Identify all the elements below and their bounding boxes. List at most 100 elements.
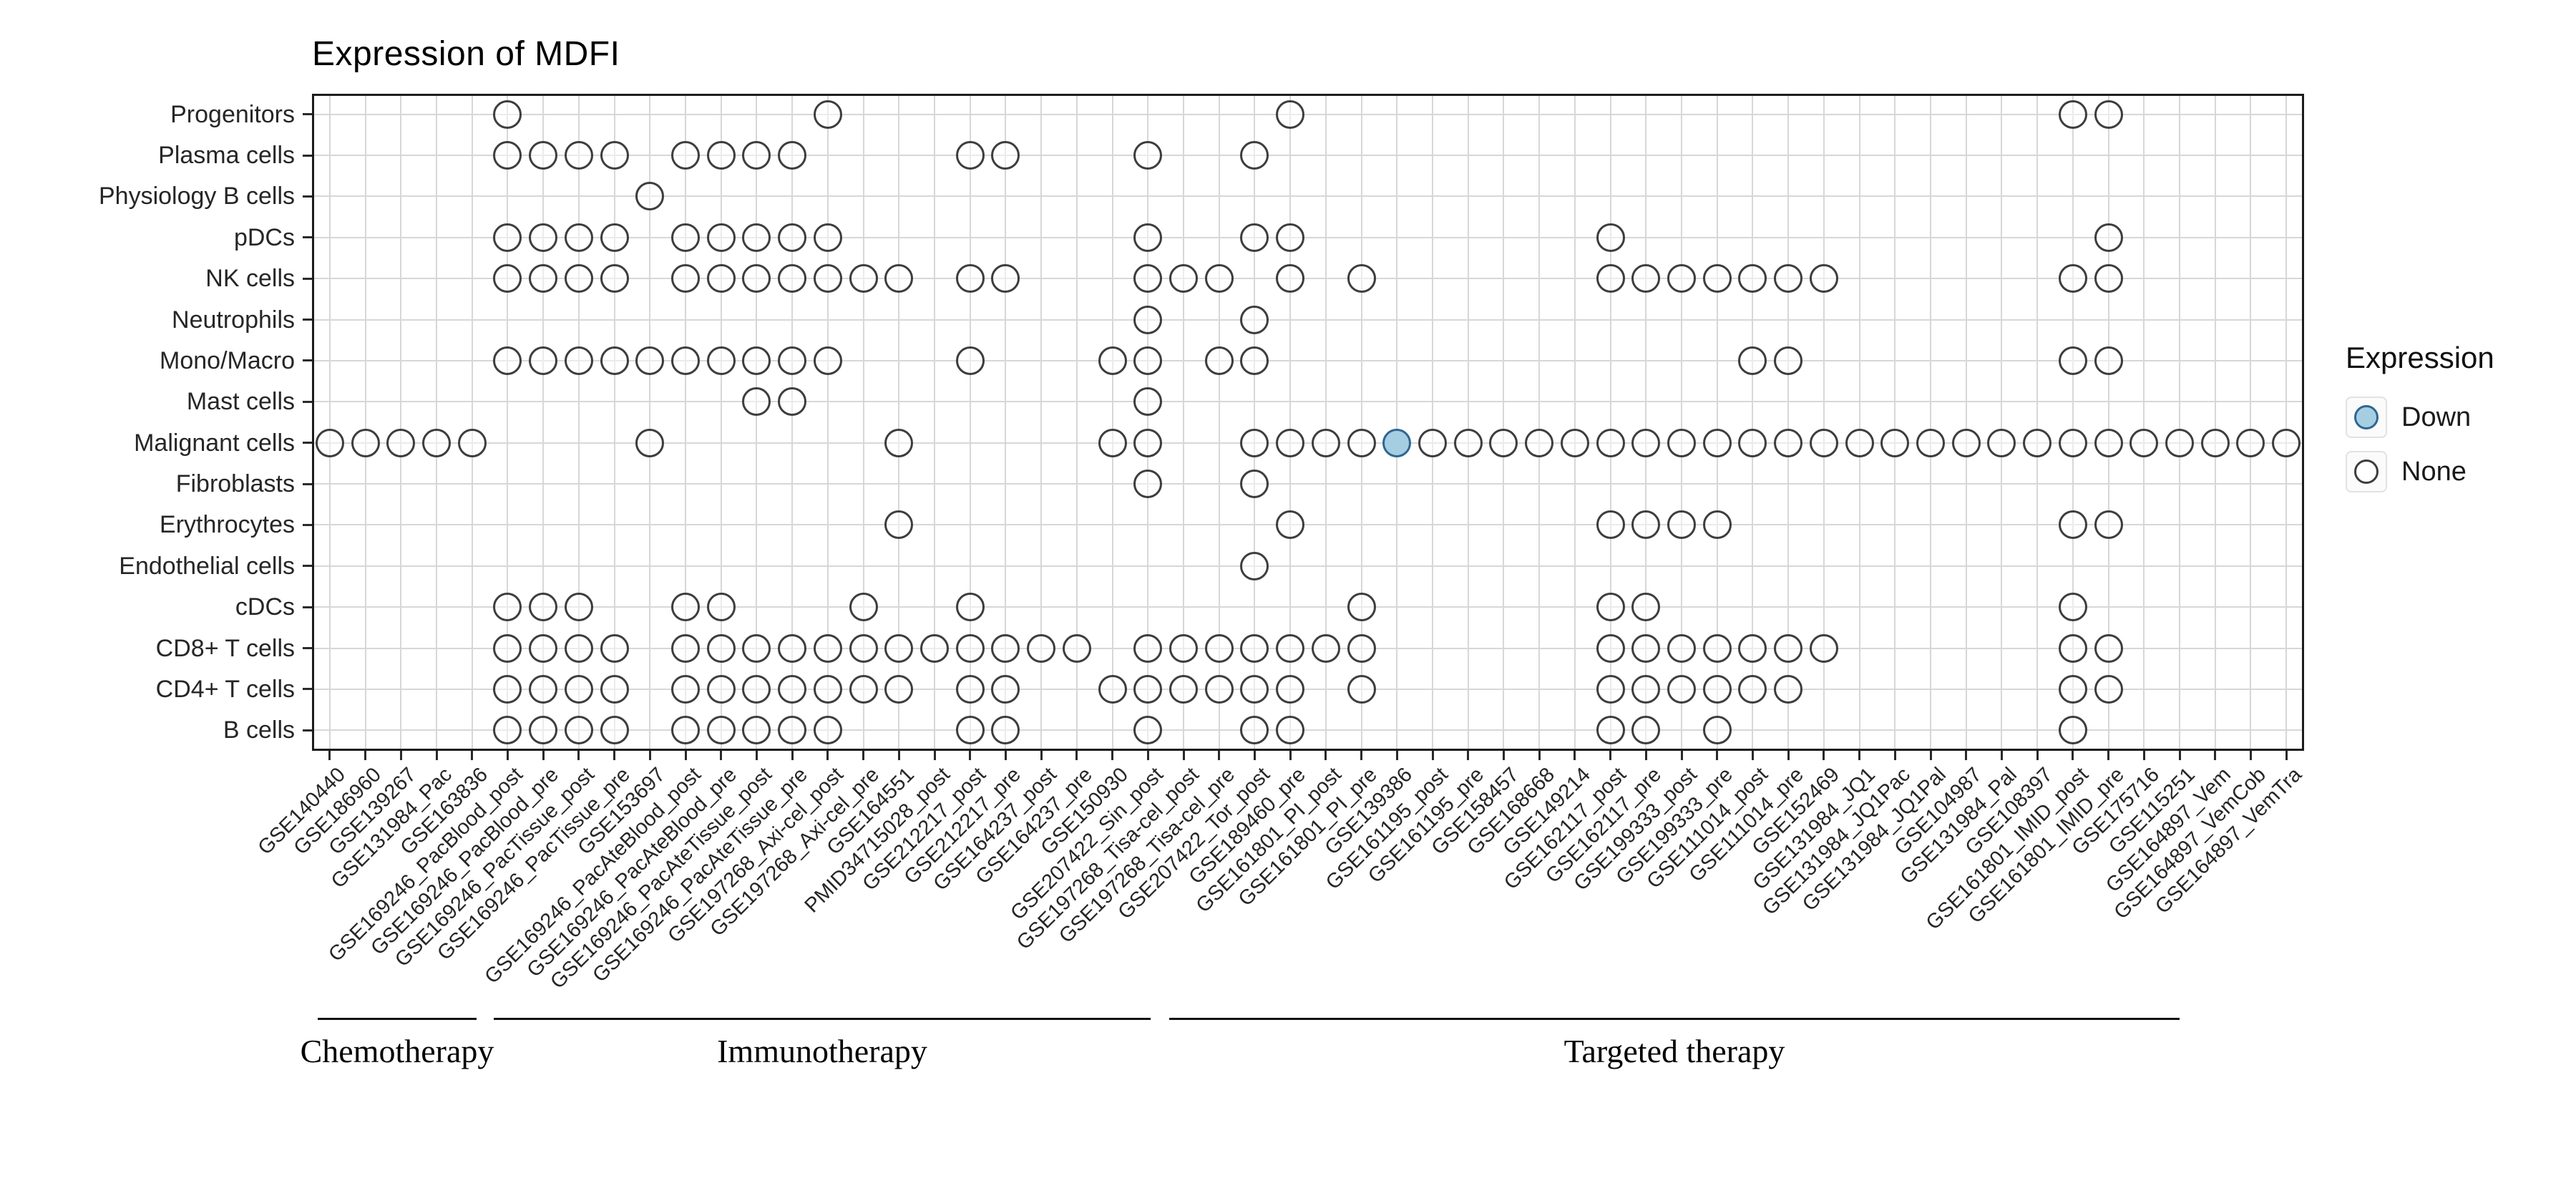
- x-axis-tick: [1360, 751, 1363, 760]
- grid-line-v: [2285, 94, 2288, 751]
- grid-line-v: [1040, 94, 1043, 751]
- expression-dot-none: [1596, 428, 1625, 457]
- expression-dot-none: [1133, 470, 1163, 499]
- grid-line-h: [312, 647, 2304, 649]
- expression-dot-none: [564, 593, 593, 622]
- grid-line-v: [542, 94, 545, 751]
- expression-dot-none: [778, 264, 807, 293]
- y-axis-label: Mast cells: [186, 388, 295, 416]
- grid-line-v: [1005, 94, 1007, 751]
- grid-line-v: [1645, 94, 1647, 751]
- expression-dot-none: [1133, 674, 1163, 704]
- expression-dot-none: [1738, 633, 1767, 663]
- grid-line-h: [312, 524, 2304, 526]
- grid-line-h: [312, 195, 2304, 198]
- expression-dot-none: [778, 223, 807, 252]
- expression-dot-none: [1276, 223, 1305, 252]
- x-axis-tick: [2178, 751, 2181, 760]
- grid-line-v: [1752, 94, 1754, 751]
- x-axis-tick: [1929, 751, 1932, 760]
- expression-dot-none: [2272, 428, 2301, 457]
- expression-dot-none: [564, 346, 593, 375]
- x-axis-tick: [1431, 751, 1434, 760]
- x-axis-tick: [1574, 751, 1576, 760]
- expression-dot-none: [2058, 633, 2087, 663]
- expression-dot-none: [884, 428, 914, 457]
- expression-dot-none: [2094, 346, 2123, 375]
- expression-dot-none: [529, 633, 558, 663]
- expression-dot-none: [564, 633, 593, 663]
- expression-dot-none: [600, 223, 629, 252]
- y-axis-tick: [303, 688, 312, 691]
- expression-dot-none: [1133, 428, 1163, 457]
- expression-dot-none: [813, 223, 842, 252]
- expression-dot-none: [742, 633, 771, 663]
- grid-line-h: [312, 729, 2304, 732]
- expression-dot-none: [1347, 264, 1376, 293]
- y-axis-label: Progenitors: [170, 100, 295, 128]
- x-axis-tick: [471, 751, 474, 760]
- expression-dot-none: [1276, 716, 1305, 745]
- expression-dot-none: [1631, 716, 1661, 745]
- expression-dot-none: [1667, 428, 1696, 457]
- grid-line-h: [312, 113, 2304, 115]
- therapy-group-line: [1169, 1018, 2180, 1020]
- expression-dot-none: [493, 346, 522, 375]
- x-axis-tick: [1146, 751, 1149, 760]
- therapy-group-line: [318, 1018, 477, 1020]
- expression-dot-none: [493, 141, 522, 170]
- x-axis-tick: [1893, 751, 1896, 760]
- y-axis-label: Mono/Macro: [160, 346, 295, 374]
- y-axis-label: Physiology B cells: [98, 183, 295, 210]
- expression-dot-none: [706, 716, 736, 745]
- expression-dot-none: [742, 716, 771, 745]
- grid-line-v: [577, 94, 580, 751]
- grid-line-v: [898, 94, 900, 751]
- expression-dot-none: [1596, 223, 1625, 252]
- expression-dot-none: [635, 428, 665, 457]
- therapy-group-label: Immunotherapy: [717, 1033, 927, 1069]
- x-axis-tick: [1182, 751, 1185, 760]
- expression-dot-none: [386, 428, 416, 457]
- expression-dot-none: [1809, 633, 1838, 663]
- x-axis-tick: [2036, 751, 2039, 760]
- expression-dot-none: [2094, 674, 2123, 704]
- expression-dot-none: [2094, 99, 2123, 129]
- y-axis-label: Fibroblasts: [175, 470, 295, 498]
- expression-dot-none: [2058, 346, 2087, 375]
- expression-dot-none: [955, 674, 985, 704]
- expression-dot-none: [1738, 428, 1767, 457]
- expression-dot-none: [849, 593, 878, 622]
- grid-line-v: [613, 94, 615, 751]
- grid-line-v: [1432, 94, 1433, 751]
- grid-line-v: [1111, 94, 1113, 751]
- expression-dot-none: [1276, 99, 1305, 129]
- expression-dot-none: [1133, 223, 1163, 252]
- x-axis-tick: [1467, 751, 1470, 760]
- expression-dot-none: [1062, 633, 1091, 663]
- expression-dot-none: [884, 510, 914, 540]
- y-axis-label: Endothelial cells: [119, 552, 295, 580]
- expression-dot-none: [1738, 346, 1767, 375]
- expression-dot-none: [2236, 428, 2265, 457]
- expression-dot-none: [1133, 346, 1163, 375]
- grid-line-v: [1965, 94, 1967, 751]
- expression-dot-none: [1631, 264, 1661, 293]
- expression-dot-none: [884, 633, 914, 663]
- x-axis-tick: [364, 751, 367, 760]
- expression-dot-none: [635, 346, 665, 375]
- x-axis-tick: [648, 751, 651, 760]
- x-axis-tick: [1609, 751, 1612, 760]
- y-axis-label: CD4+ T cells: [155, 675, 295, 703]
- expression-dot-none: [1133, 633, 1163, 663]
- expression-dot-none: [955, 593, 985, 622]
- grid-line-h: [312, 688, 2304, 690]
- expression-dot-none: [778, 141, 807, 170]
- expression-dot-none: [2094, 633, 2123, 663]
- expression-dot-none: [742, 346, 771, 375]
- x-axis-tick: [1289, 751, 1292, 760]
- expression-dot-none: [778, 633, 807, 663]
- expression-dot-none: [529, 593, 558, 622]
- expression-dot-none: [920, 633, 949, 663]
- y-axis-tick: [303, 647, 312, 650]
